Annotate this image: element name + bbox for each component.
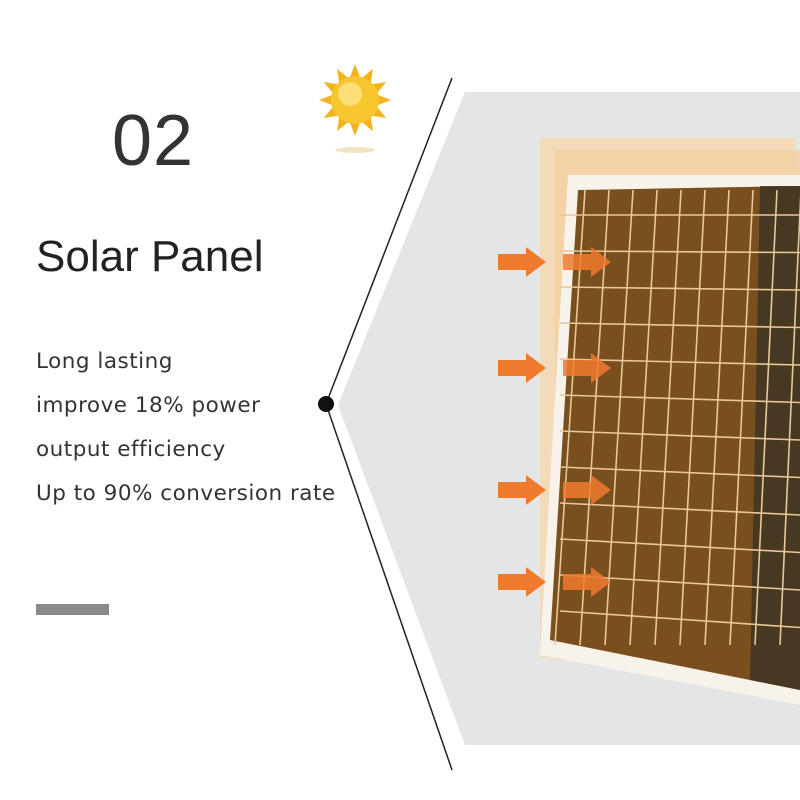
accent-bar [36, 604, 109, 615]
grid-line [729, 189, 754, 646]
divider-dot [318, 396, 334, 412]
grid-line [779, 194, 800, 646]
feature-item: output efficiency [36, 437, 226, 462]
arrow-right-icon [563, 247, 611, 277]
arrow-right-icon [498, 567, 546, 597]
sun-ray [378, 95, 391, 105]
grid-line [754, 189, 778, 646]
grid-line [559, 250, 800, 254]
grid-line [679, 189, 706, 646]
step-number: 02 [112, 101, 195, 181]
section-title: Solar Panel [36, 232, 264, 281]
grid-line [559, 394, 800, 404]
grid-line [559, 538, 800, 554]
grid-line [559, 502, 800, 516]
sun-icon [319, 64, 391, 153]
arrow-right-icon [498, 353, 546, 383]
grid-line [559, 322, 800, 329]
grid-line [559, 286, 800, 291]
feature-item: Up to 90% conversion rate [36, 481, 336, 506]
sun-ray [350, 64, 360, 77]
grid-line [604, 189, 634, 646]
feature-list: Long lasting improve 18% power output ef… [36, 340, 336, 516]
sun-ray [350, 123, 360, 136]
arrow-right-icon [563, 353, 611, 383]
arrow-right-icon [563, 475, 611, 505]
arrow-right-icon [498, 475, 546, 505]
feature-item: Long lasting [36, 349, 173, 374]
grid-line [629, 189, 658, 646]
panel-grid [554, 189, 800, 646]
grid-line [704, 189, 730, 646]
feature-item: improve 18% power [36, 393, 261, 418]
grid-line [559, 430, 800, 441]
solar-panel [550, 186, 800, 690]
grid-line [559, 466, 800, 479]
sun-ray [319, 95, 332, 105]
grid-line [559, 610, 800, 629]
grid-line [654, 189, 682, 646]
arrow-right-icon [498, 247, 546, 277]
arrow-right-icon [563, 567, 611, 597]
arrows [498, 247, 611, 597]
